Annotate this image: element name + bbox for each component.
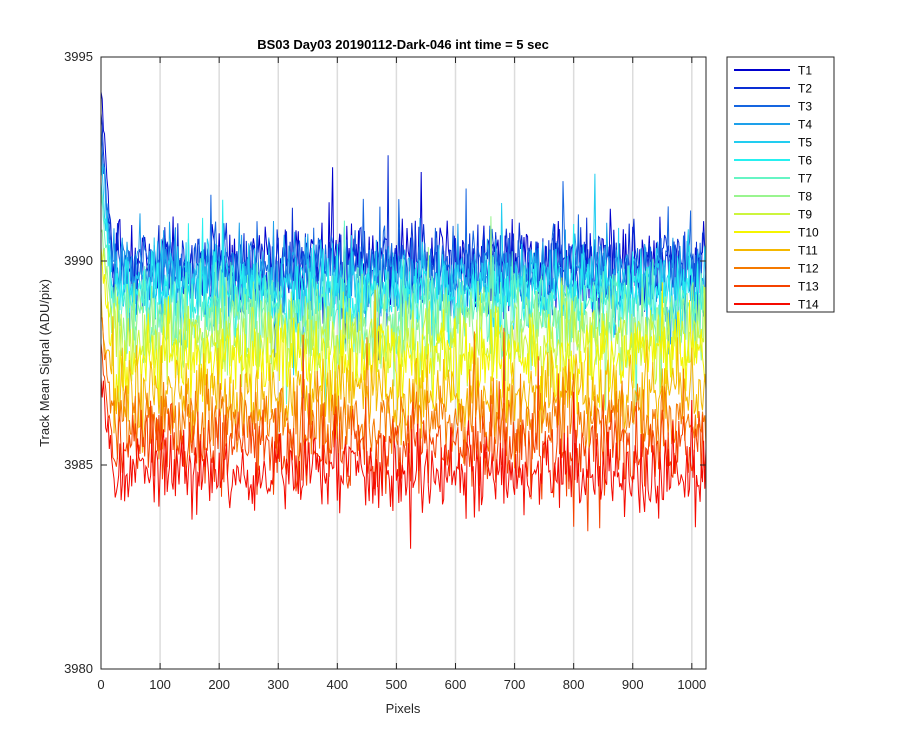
y-tick-label: 3985: [64, 457, 93, 472]
x-tick-label: 600: [445, 677, 467, 692]
series-line-t7: [100, 194, 707, 412]
legend-label: T13: [798, 280, 819, 294]
plot-frame: [100, 56, 707, 670]
legend-label: T9: [798, 208, 812, 222]
legend-label: T2: [798, 82, 812, 96]
y-tick-labels: 3980 3985 3990 3995: [64, 49, 93, 676]
y-tick-label: 3990: [64, 253, 93, 268]
x-tick-label: 0: [97, 677, 104, 692]
legend-entry-t3: T3: [734, 100, 812, 114]
series-line-t14: [100, 376, 707, 549]
legend-entry-t2: T2: [734, 82, 812, 96]
legend-entry-t14: T14: [734, 298, 819, 312]
y-tick-label: 3995: [64, 49, 93, 64]
series-lines: [100, 91, 707, 549]
legend-entry-t4: T4: [734, 118, 812, 132]
legend-entry-t11: T11: [734, 244, 818, 258]
legend-label: T1: [798, 64, 812, 78]
x-tick-label: 700: [504, 677, 526, 692]
legend-entries: T1 T2 T3 T4 T5 T6 T7 T8 T9 T10 T11 T12 T13 T14: [734, 64, 819, 312]
legend-label: T10: [798, 226, 819, 240]
legend-label: T12: [798, 262, 819, 276]
legend-label: T6: [798, 154, 812, 168]
series-line-t11: [100, 289, 707, 460]
series-line-t12: [100, 317, 707, 490]
x-tick-label: 300: [267, 677, 289, 692]
legend-label: T5: [798, 136, 812, 150]
axis-ticks: [100, 56, 706, 670]
y-tick-label: 3980: [64, 661, 93, 676]
legend-entry-t10: T10: [734, 226, 819, 240]
x-tick-labels: 0 100 200 300 400 500 600 700 800 900 1000: [97, 677, 706, 692]
legend: T1 T2 T3 T4 T5 T6 T7 T8 T9 T10 T11 T12 T13 T14: [726, 56, 835, 313]
legend-label: T3: [798, 100, 812, 114]
legend-entry-t7: T7: [734, 172, 812, 186]
legend-label: T11: [798, 244, 818, 258]
legend-box: [726, 56, 835, 313]
x-tick-label: 400: [326, 677, 348, 692]
legend-entry-t9: T9: [734, 208, 812, 222]
legend-entry-t6: T6: [734, 154, 812, 168]
legend-label: T14: [798, 298, 819, 312]
series-line-t9: [100, 249, 707, 421]
legend-entry-t1: T1: [734, 64, 812, 78]
x-tick-label: 100: [149, 677, 171, 692]
legend-entry-t12: T12: [734, 262, 819, 276]
legend-label: T7: [798, 172, 812, 186]
x-axis-label: Pixels: [386, 701, 421, 716]
chart-title: BS03 Day03 20190112-Dark-046 int time = …: [257, 37, 549, 52]
legend-entry-t8: T8: [734, 190, 812, 204]
series-line-t6: [100, 181, 707, 388]
legend-entry-t5: T5: [734, 136, 812, 150]
x-tick-label: 500: [386, 677, 408, 692]
x-tick-label: 1000: [677, 677, 706, 692]
legend-entry-t13: T13: [734, 280, 819, 294]
y-axis-label: Track Mean Signal (ADU/pix): [37, 279, 52, 447]
legend-label: T8: [798, 190, 812, 204]
legend-label: T4: [798, 118, 812, 132]
x-tick-label: 900: [622, 677, 644, 692]
x-tick-label: 800: [563, 677, 585, 692]
x-tick-label: 200: [208, 677, 230, 692]
